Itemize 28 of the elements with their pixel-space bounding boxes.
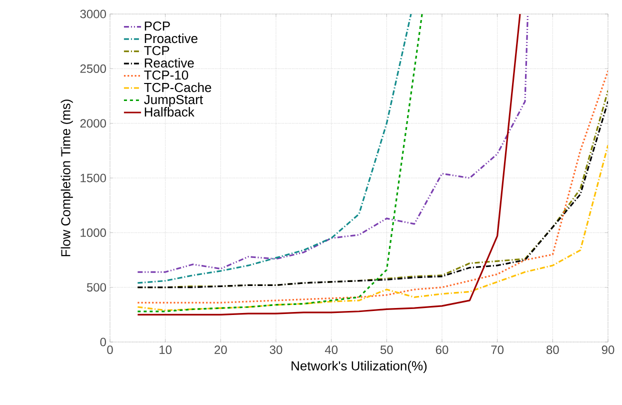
legend-label: JumpStart — [144, 94, 203, 107]
legend-label: Reactive — [144, 58, 194, 68]
line-series — [136, 14, 529, 273]
x-tick-label: 90 — [602, 346, 614, 354]
y-tick-label: 0 — [100, 338, 106, 346]
x-tick-label: 10 — [160, 346, 172, 354]
legend-label: TCP-10 — [144, 70, 188, 80]
y-tick-label: 1000 — [80, 228, 106, 237]
x-axis-title: Network's Utilization(%) — [292, 360, 427, 374]
y-tick-label: 2000 — [80, 119, 106, 128]
x-tick-label: 20 — [214, 346, 227, 354]
x-tick-label: 40 — [324, 346, 338, 354]
y-tick-label: 500 — [86, 283, 106, 292]
x-tick-label: 30 — [270, 346, 282, 354]
legend-label: PCP — [144, 21, 170, 31]
y-axis-title: Flow Completion Time (ms) — [60, 100, 73, 256]
x-tick-label: 80 — [546, 346, 559, 354]
y-tick-label: 2500 — [80, 64, 106, 73]
x-tick-label: 0 — [107, 346, 113, 354]
x-tick-label: 50 — [380, 346, 393, 354]
legend-label: TCP-Cache — [144, 82, 212, 92]
legend-label: Halfback — [144, 107, 194, 117]
legend-label: Proactive — [144, 34, 198, 44]
x-tick-label: 60 — [436, 346, 448, 354]
y-tick-label: 1500 — [80, 174, 106, 182]
x-tick-label: 70 — [491, 346, 504, 354]
legend-label: TCP — [144, 46, 170, 56]
y-tick-label: 3000 — [80, 10, 106, 18]
